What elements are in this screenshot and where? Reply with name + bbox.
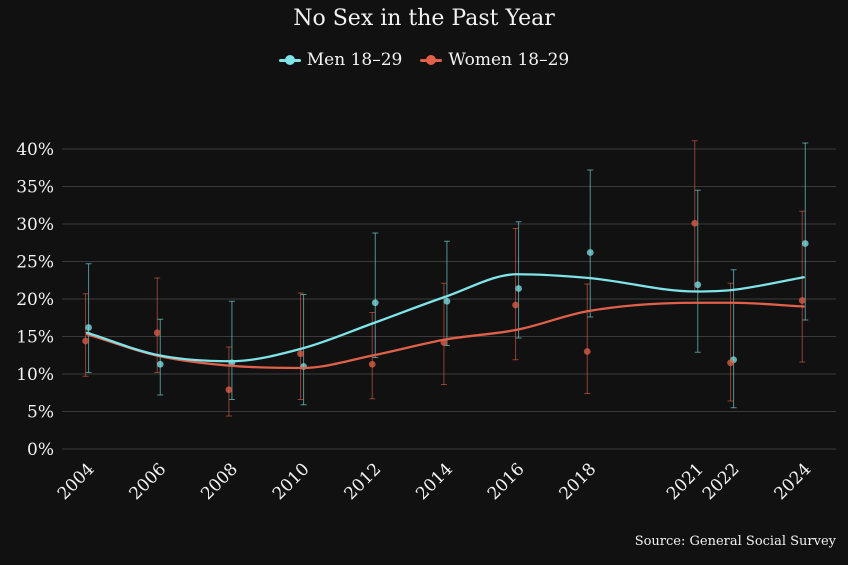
trend-line [85,301,805,370]
x-tick-label: 2024 [771,459,816,504]
data-point [512,301,519,309]
data-point [801,240,809,247]
data-point [153,329,161,337]
legend-label-women: Women 18–29 [448,50,570,70]
chart-legend: Men 18–29 Women 18–29 [0,50,848,70]
data-point [691,219,699,227]
data-point [368,360,376,368]
source-note: Source: General Social Survey [634,534,836,549]
data-point [371,299,379,307]
data-point [583,348,591,355]
legend-item-men[interactable]: Men 18–29 [278,50,403,70]
data-point [85,324,92,331]
x-tick-label: 2012 [341,459,386,504]
x-tick-label: 2014 [412,459,457,504]
legend-label-men: Men 18–29 [306,50,403,70]
data-point [586,249,594,256]
y-tick-label: 0% [27,440,54,460]
data-point [443,297,451,305]
y-tick-label: 25% [16,253,54,273]
x-tick-label: 2006 [126,459,171,504]
x-tick-label: 2004 [54,459,99,504]
data-point [515,285,522,292]
y-tick-label: 40% [16,140,54,160]
legend-swatch-men [278,54,301,66]
data-point [156,360,164,368]
x-tick-label: 2016 [484,459,529,504]
trend-line [85,273,805,363]
data-point [297,350,304,358]
data-point [798,297,806,304]
x-tick-label: 2010 [269,459,314,504]
data-point [694,281,702,289]
y-tick-label: 35% [16,178,54,198]
data-point [82,337,89,345]
x-tick-label: 2021 [663,459,708,504]
chart-title: No Sex in the Past Year [293,6,555,31]
x-tick-label: 2008 [197,459,242,504]
data-point [225,386,233,394]
y-tick-label: 5% [27,403,54,423]
y-tick-label: 10% [16,365,54,385]
x-tick-label: 2018 [556,459,601,504]
y-tick-label: 30% [16,215,54,235]
x-tick-label: 2022 [699,459,744,504]
legend-swatch-women [420,54,443,66]
legend-item-women[interactable]: Women 18–29 [420,50,569,70]
data-point [727,359,734,367]
y-tick-label: 15% [16,328,54,348]
y-tick-label: 20% [16,290,54,310]
